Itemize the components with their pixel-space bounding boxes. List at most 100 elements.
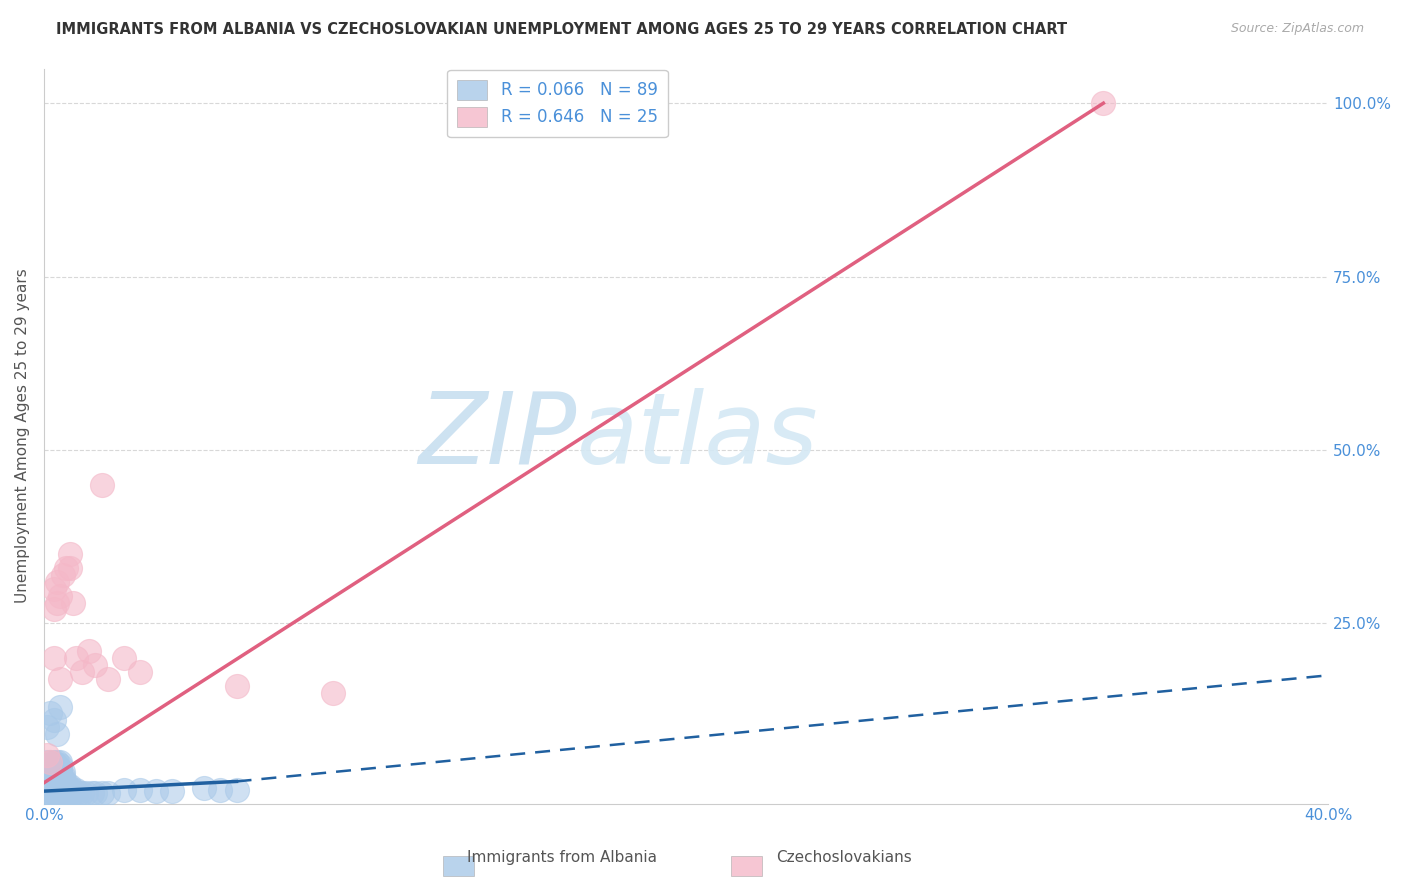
Point <box>35 747 58 762</box>
Point <box>322 686 344 700</box>
Point <box>49 758 72 772</box>
Point <box>39 779 62 793</box>
Point <box>39 769 62 783</box>
Point <box>58 786 80 800</box>
Point <box>62 782 84 797</box>
Point <box>42 755 65 769</box>
Point <box>39 789 62 804</box>
Point <box>42 762 65 776</box>
Legend: R = 0.066   N = 89, R = 0.646   N = 25: R = 0.066 N = 89, R = 0.646 N = 25 <box>447 70 668 136</box>
Point <box>129 665 152 679</box>
Point <box>39 776 62 790</box>
Text: Immigrants from Albania: Immigrants from Albania <box>467 850 658 865</box>
Point <box>35 765 58 780</box>
Point <box>80 786 103 800</box>
Text: Czechoslovakians: Czechoslovakians <box>776 850 911 865</box>
Text: ZIP: ZIP <box>419 387 576 484</box>
Point <box>39 755 62 769</box>
Point <box>42 769 65 783</box>
Point <box>35 779 58 793</box>
Point <box>1092 96 1115 111</box>
Point <box>45 779 67 793</box>
Text: atlas: atlas <box>576 387 818 484</box>
Point <box>65 786 87 800</box>
Point <box>112 782 135 797</box>
Point <box>45 755 67 769</box>
Point <box>42 582 65 596</box>
Point <box>52 567 75 582</box>
Point <box>45 772 67 787</box>
Point <box>39 758 62 772</box>
Point <box>39 762 62 776</box>
Point <box>49 589 72 603</box>
Point <box>35 789 58 804</box>
Point <box>193 781 215 796</box>
Point <box>49 782 72 797</box>
Point <box>52 776 75 790</box>
Point <box>39 765 62 780</box>
Point <box>42 651 65 665</box>
Point <box>49 672 72 686</box>
Point <box>65 651 87 665</box>
Point <box>45 762 67 776</box>
Point <box>52 782 75 797</box>
Point <box>112 651 135 665</box>
Point <box>49 776 72 790</box>
Point <box>52 779 75 793</box>
Point <box>35 762 58 776</box>
Point <box>45 782 67 797</box>
Point <box>42 779 65 793</box>
Point <box>42 765 65 780</box>
Y-axis label: Unemployment Among Ages 25 to 29 years: Unemployment Among Ages 25 to 29 years <box>15 268 30 604</box>
Point <box>42 786 65 800</box>
Point <box>90 477 112 491</box>
Point <box>75 786 97 800</box>
Point <box>35 772 58 787</box>
Point <box>49 755 72 769</box>
Point <box>42 772 65 787</box>
Point <box>49 762 72 776</box>
Point <box>42 782 65 797</box>
Point <box>42 714 65 728</box>
Point <box>52 786 75 800</box>
Point <box>39 786 62 800</box>
Point <box>55 779 77 793</box>
Point <box>45 776 67 790</box>
Point <box>45 595 67 609</box>
Point <box>39 772 62 787</box>
Point <box>45 786 67 800</box>
Point <box>35 786 58 800</box>
Point <box>35 758 58 772</box>
Point <box>45 765 67 780</box>
Point <box>72 786 94 800</box>
Point <box>52 769 75 783</box>
Point <box>162 784 184 798</box>
Point <box>77 644 100 658</box>
Point <box>58 782 80 797</box>
Point <box>52 772 75 787</box>
Point <box>55 782 77 797</box>
Point <box>97 786 120 800</box>
Point <box>39 706 62 721</box>
Point <box>35 769 58 783</box>
Point <box>49 772 72 787</box>
Point <box>49 699 72 714</box>
Point <box>35 755 58 769</box>
Point <box>225 782 247 797</box>
Point <box>84 786 107 800</box>
Point <box>39 782 62 797</box>
Text: Source: ZipAtlas.com: Source: ZipAtlas.com <box>1230 22 1364 36</box>
Point <box>52 765 75 780</box>
Point <box>35 782 58 797</box>
Point <box>84 657 107 672</box>
Point <box>49 765 72 780</box>
Point <box>65 782 87 797</box>
Point <box>90 786 112 800</box>
Point <box>49 786 72 800</box>
Point <box>42 602 65 616</box>
Point <box>145 784 167 798</box>
Point <box>45 574 67 589</box>
Point <box>225 679 247 693</box>
Point <box>55 776 77 790</box>
Point <box>72 665 94 679</box>
